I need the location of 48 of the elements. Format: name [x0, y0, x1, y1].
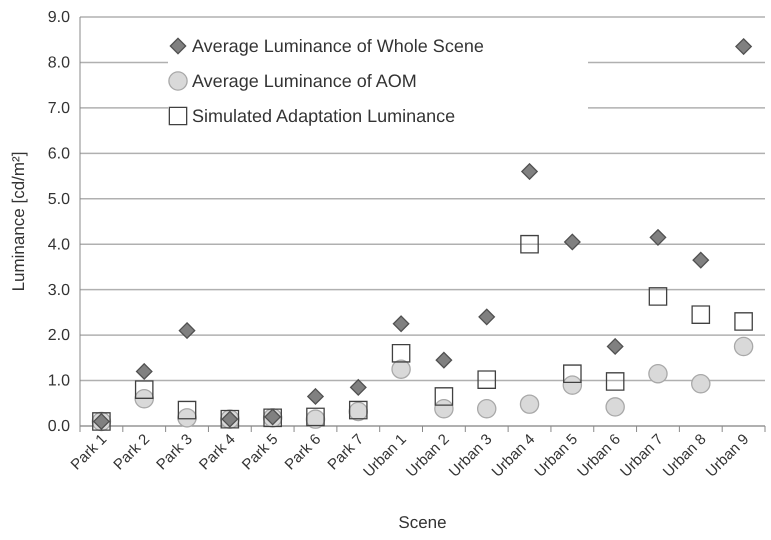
- legend-label: Simulated Adaptation Luminance: [192, 106, 456, 126]
- point: [562, 375, 582, 395]
- point: [648, 364, 668, 384]
- point: [350, 379, 367, 396]
- y-tick-label: 1.0: [48, 372, 70, 390]
- y-tick-label: 9.0: [48, 9, 70, 26]
- point: [650, 229, 666, 246]
- legend-label: Average Luminance of Whole Scene: [192, 36, 484, 56]
- point: [734, 336, 754, 356]
- point: [606, 338, 624, 355]
- point: [564, 234, 581, 250]
- point: [134, 380, 154, 399]
- point: [692, 252, 710, 268]
- point: [392, 344, 410, 363]
- point: [476, 399, 496, 418]
- y-tick-label: 7.0: [48, 100, 70, 118]
- point: [136, 363, 153, 380]
- point: [520, 394, 540, 414]
- y-axis-title: Luminance [cd/m²]: [9, 152, 28, 292]
- y-tick-label: 4.0: [48, 236, 70, 254]
- point: [307, 388, 324, 405]
- x-axis-title: Scene: [398, 513, 447, 532]
- point: [520, 234, 539, 254]
- y-tick-label: 5.0: [48, 190, 70, 208]
- point: [434, 399, 454, 418]
- point: [392, 315, 410, 332]
- point: [434, 387, 454, 406]
- point: [178, 322, 196, 339]
- y-tick-label: 0.0: [48, 418, 70, 436]
- point: [606, 372, 624, 391]
- point: [436, 352, 452, 368]
- legend-label: Average Luminance of AOM: [192, 71, 417, 91]
- y-tick-label: 3.0: [48, 282, 70, 299]
- point: [735, 38, 752, 55]
- point: [563, 364, 582, 384]
- point: [648, 287, 668, 306]
- y-tick-label: 8.0: [48, 54, 70, 72]
- point: [605, 397, 625, 417]
- point: [391, 359, 411, 379]
- y-tick-label: 2.0: [48, 327, 70, 344]
- point: [478, 308, 496, 326]
- point: [691, 305, 710, 324]
- point: [691, 374, 711, 394]
- y-tick-label: 6.0: [48, 145, 70, 162]
- point: [734, 312, 753, 331]
- point: [477, 370, 496, 389]
- point: [178, 400, 196, 420]
- point: [521, 163, 538, 180]
